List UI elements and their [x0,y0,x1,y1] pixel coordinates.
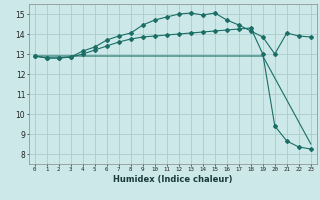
X-axis label: Humidex (Indice chaleur): Humidex (Indice chaleur) [113,175,233,184]
